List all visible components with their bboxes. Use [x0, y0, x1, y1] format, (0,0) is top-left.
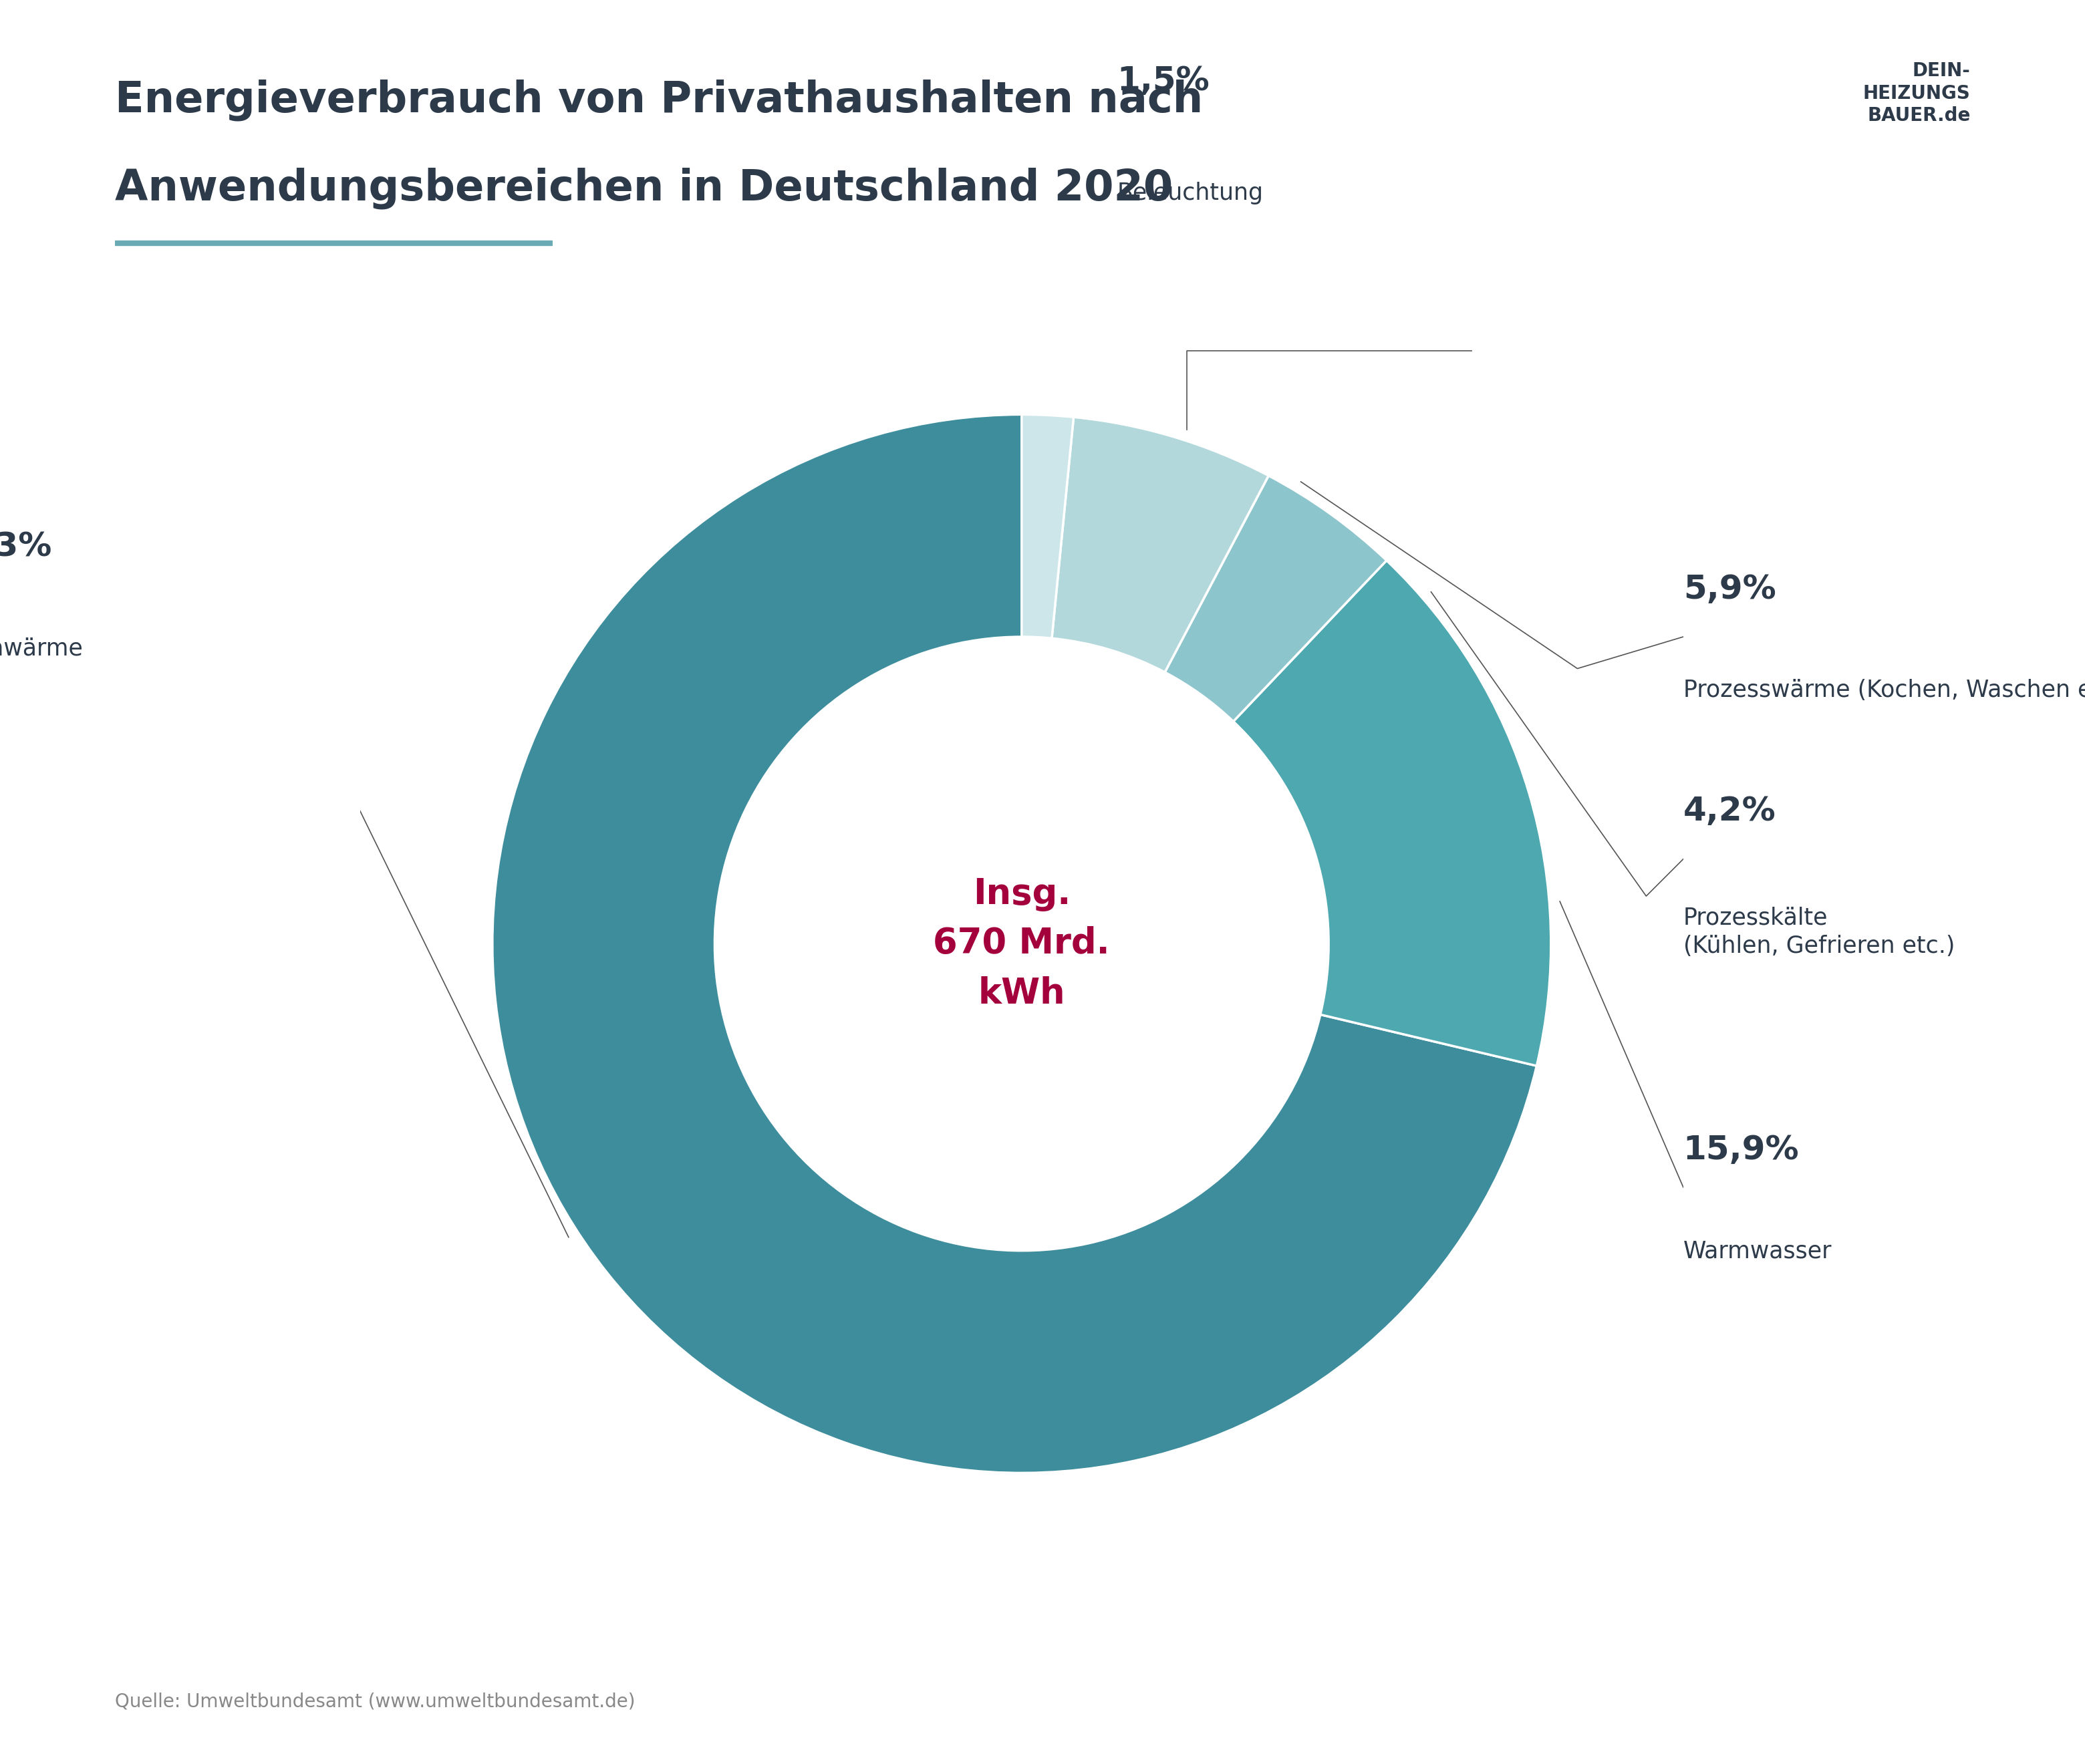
- Text: Energieverbrauch von Privathaushalten nach: Energieverbrauch von Privathaushalten na…: [115, 79, 1203, 122]
- Text: 1,5%: 1,5%: [1118, 65, 1209, 97]
- Text: Warmwasser: Warmwasser: [1683, 1240, 1833, 1263]
- Wedge shape: [1166, 476, 1387, 721]
- Text: Anwendungsbereichen in Deutschland 2020: Anwendungsbereichen in Deutschland 2020: [115, 168, 1172, 210]
- Wedge shape: [1234, 561, 1551, 1065]
- Text: Prozesswärme (Kochen, Waschen etc.): Prozesswärme (Kochen, Waschen etc.): [1683, 679, 2085, 702]
- Wedge shape: [492, 415, 1537, 1473]
- Text: Prozesskälte
(Kühlen, Gefrieren etc.): Prozesskälte (Kühlen, Gefrieren etc.): [1683, 907, 1956, 958]
- Wedge shape: [1022, 415, 1074, 639]
- Text: Quelle: Umweltbundesamt (www.umweltbundesamt.de): Quelle: Umweltbundesamt (www.umweltbunde…: [115, 1692, 636, 1711]
- Text: Raumwärme: Raumwärme: [0, 637, 83, 660]
- Wedge shape: [1051, 416, 1268, 672]
- Text: DEIN-
HEIZUNGS
BAUER.de: DEIN- HEIZUNGS BAUER.de: [1862, 62, 1970, 125]
- Text: Insg.
670 Mrd.
kWh: Insg. 670 Mrd. kWh: [934, 877, 1109, 1011]
- Text: 68,3%: 68,3%: [0, 531, 52, 563]
- Text: 4,2%: 4,2%: [1683, 796, 1776, 827]
- Text: Beleuchtung: Beleuchtung: [1118, 182, 1264, 205]
- Text: 5,9%: 5,9%: [1683, 573, 1776, 605]
- Text: 15,9%: 15,9%: [1683, 1134, 1799, 1166]
